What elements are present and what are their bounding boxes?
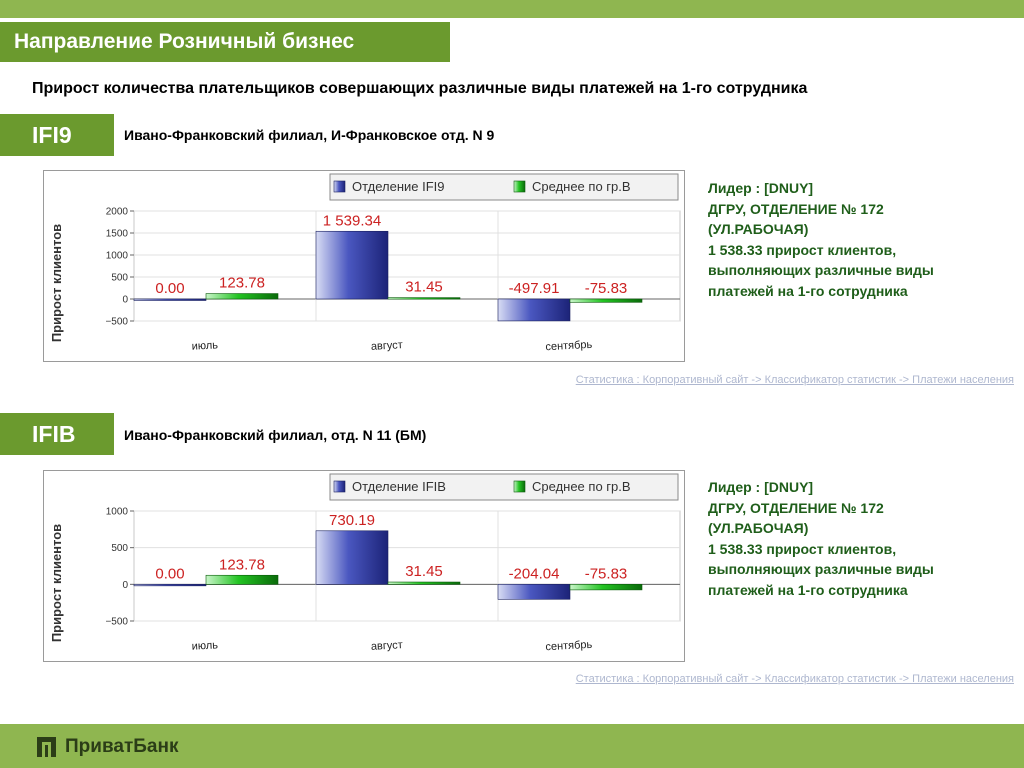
legend-label: Отделение IFIB: [352, 479, 446, 494]
bar: [387, 581, 461, 585]
leader-line: 1 538.33 прирост клиентов,: [708, 241, 897, 258]
data-label: 0.00: [155, 565, 184, 582]
bar: [497, 298, 571, 322]
leader-line: Лидер : [DNUY]: [708, 180, 814, 196]
statistics-link[interactable]: Статистика : Корпоративный сайт -> Класс…: [575, 374, 1014, 386]
bar: [205, 293, 279, 300]
data-label: -204.04: [509, 565, 560, 582]
data-label: 0.00: [155, 280, 184, 297]
leader-line: ДГРУ, ОТДЕЛЕНИЕ № 172: [708, 200, 884, 217]
x-tick-label: сентябрь: [545, 639, 593, 653]
top-accent-bar: [0, 0, 1024, 18]
data-label: 31.45: [405, 279, 443, 296]
plot-area: [133, 210, 681, 322]
privatbank-logo-icon: [37, 737, 56, 757]
y-tick-label: 1500: [106, 229, 129, 240]
plot-area: [133, 510, 681, 622]
leader-line: (УЛ.РАБОЧАЯ): [708, 221, 809, 237]
chart-legend: Отделение IFIB Среднее по гр.В: [329, 473, 679, 501]
leader-line: платежей на 1-го сотрудника: [708, 581, 908, 598]
y-tick-label: 2000: [106, 207, 129, 218]
logo-text: ПриватБанк: [65, 736, 179, 757]
bottom-accent-bar: [0, 724, 1024, 768]
legend-swatch: [333, 180, 346, 193]
leader-line: 1 538.33 прирост клиентов,: [708, 540, 897, 557]
bar-chart-svg: −500 0 500 1000 0.00 730.19 -204.04 123.78 31.45…: [49, 473, 681, 653]
privatbank-logo: ПриватБанк: [36, 735, 178, 759]
branch-code-badge: IFI9: [0, 114, 114, 156]
data-label: 123.78: [219, 275, 265, 292]
x-tick-label: август: [371, 639, 403, 653]
y-axis-label: Прирост клиентов: [49, 524, 64, 642]
y-tick-label: −500: [105, 617, 128, 628]
y-tick-label: 1000: [106, 507, 129, 518]
data-label: 1 539.34: [323, 212, 381, 229]
bar: [205, 574, 279, 585]
leader-info: Лидер : [DNUY] ДГРУ, ОТДЕЛЕНИЕ № 172 (УЛ…: [708, 477, 1008, 600]
legend-label: Среднее по гр.В: [532, 479, 631, 494]
bar-chart: −500 0 500 1000 1500 2000 0.00 1 539.34 -497.91 1…: [43, 170, 685, 362]
bar-chart: −500 0 500 1000 0.00 730.19 -204.04 123.78 31.45…: [43, 470, 685, 662]
data-label: -75.83: [585, 565, 628, 582]
statistics-link[interactable]: Статистика : Корпоративный сайт -> Класс…: [575, 673, 1014, 685]
leader-line: Лидер : [DNUY]: [708, 479, 814, 495]
y-tick-label: 500: [111, 543, 128, 554]
data-label: -497.91: [509, 280, 560, 297]
bar: [387, 297, 461, 300]
x-tick-label: июль: [191, 339, 218, 352]
data-label: 31.45: [405, 563, 443, 580]
data-label: -75.83: [585, 280, 628, 297]
y-tick-label: 1000: [106, 251, 129, 262]
bar: [315, 230, 389, 300]
y-tick-label: −500: [105, 317, 128, 328]
legend-label: Среднее по гр.В: [532, 179, 631, 194]
legend-swatch: [513, 180, 526, 193]
bar-chart-svg: −500 0 500 1000 1500 2000 0.00 1 539.34 -497.91 1…: [49, 173, 681, 353]
y-tick-label: 500: [111, 273, 128, 284]
leader-line: (УЛ.РАБОЧАЯ): [708, 520, 809, 536]
y-tick-label: 0: [122, 295, 128, 306]
leader-line: выполняющих различные виды: [708, 262, 934, 278]
y-tick-label: 0: [122, 580, 128, 591]
chart-legend: Отделение IFI9 Среднее по гр.В: [329, 173, 679, 201]
page-title: Направление Розничный бизнес: [0, 22, 450, 62]
leader-line: платежей на 1-го сотрудника: [708, 282, 908, 299]
x-tick-label: август: [371, 339, 403, 353]
x-tick-label: сентябрь: [545, 339, 593, 353]
legend-swatch: [333, 480, 346, 493]
bar: [133, 298, 207, 301]
branch-name: Ивано-Франковский филиал, отд. N 11 (БМ): [124, 427, 427, 443]
leader-info: Лидер : [DNUY] ДГРУ, ОТДЕЛЕНИЕ № 172 (УЛ…: [708, 178, 1008, 301]
bar: [569, 584, 643, 591]
bar: [569, 298, 643, 303]
bar: [315, 530, 389, 585]
page-subtitle: Прирост количества плательщиков совершаю…: [32, 80, 808, 97]
leader-line: выполняющих различные виды: [708, 561, 934, 577]
legend-box: [329, 173, 679, 201]
x-tick-label: июль: [191, 639, 218, 652]
legend-swatch: [513, 480, 526, 493]
legend-label: Отделение IFI9: [352, 179, 445, 194]
branch-name: Ивано-Франковский филиал, И-Франковское …: [124, 127, 495, 143]
branch-code-badge: IFIB: [0, 413, 114, 455]
data-label: 730.19: [329, 512, 375, 529]
legend-box: [329, 473, 679, 501]
data-label: 123.78: [219, 556, 265, 573]
bar: [133, 584, 207, 587]
bar: [497, 584, 571, 600]
y-axis-label: Прирост клиентов: [49, 224, 64, 342]
leader-line: ДГРУ, ОТДЕЛЕНИЕ № 172: [708, 499, 884, 516]
